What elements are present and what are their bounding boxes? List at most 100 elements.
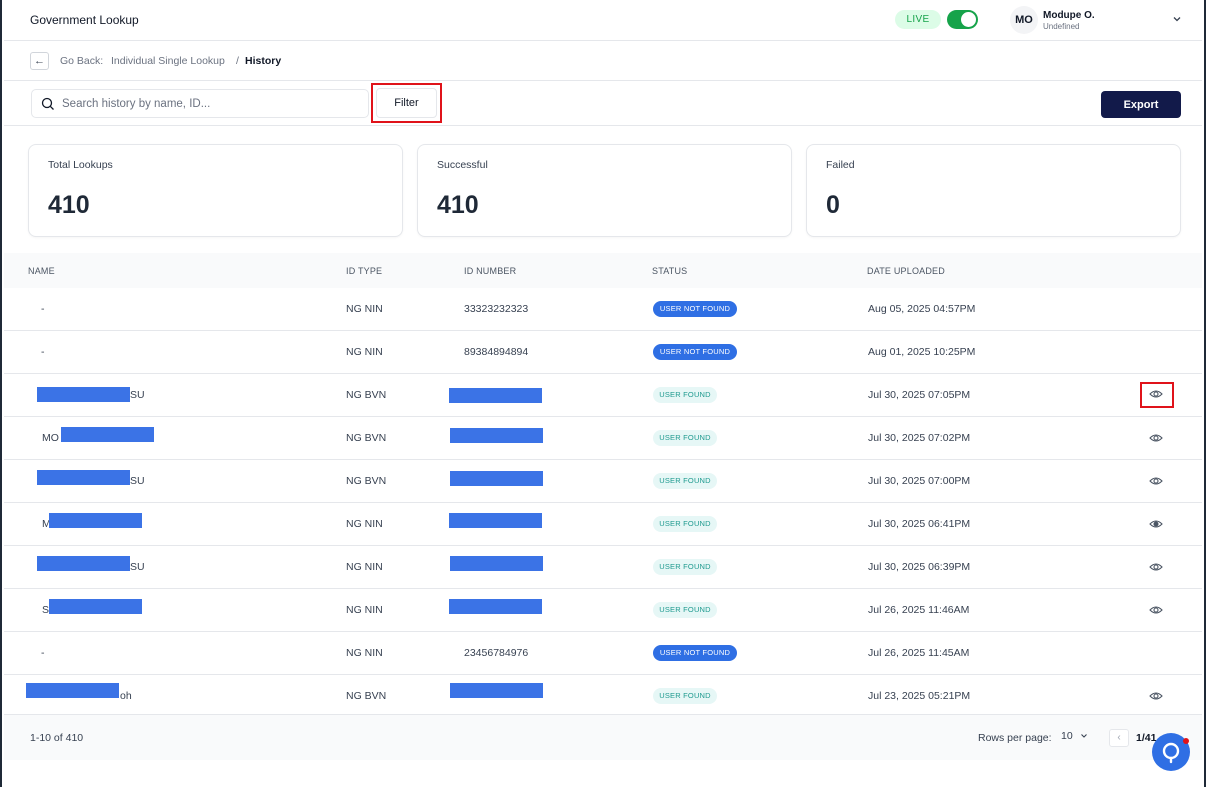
search-box	[31, 89, 369, 118]
eye-icon[interactable]	[1149, 432, 1163, 444]
notification-dot	[1183, 738, 1189, 744]
date-cell: Jul 30, 2025 06:41PM	[868, 518, 971, 530]
avatar[interactable]: MO	[1010, 6, 1038, 34]
date-cell: Jul 30, 2025 07:05PM	[868, 389, 971, 401]
stat-card-failed: Failed 0	[806, 144, 1181, 237]
date-cell: Jul 26, 2025 11:45AM	[868, 647, 970, 659]
status-badge: USER NOT FOUND	[653, 301, 737, 317]
status-badge: USER FOUND	[653, 387, 717, 403]
stat-card-total: Total Lookups 410	[28, 144, 403, 237]
export-button[interactable]: Export	[1101, 91, 1181, 118]
redacted-id-number	[450, 471, 543, 486]
stat-value: 0	[826, 191, 840, 219]
name-cell: SU	[130, 389, 145, 401]
id-type-cell: NG NIN	[346, 518, 383, 530]
toggle-knob	[961, 12, 976, 27]
table-row[interactable]: SU NG BVN USER FOUND Jul 30, 2025 07:00P…	[4, 460, 1202, 503]
rows-per-page-value: 10	[1061, 730, 1073, 742]
stat-value: 410	[48, 191, 90, 219]
search-input[interactable]	[62, 95, 362, 113]
eye-icon[interactable]	[1149, 690, 1163, 702]
eye-icon[interactable]	[1149, 604, 1163, 616]
pagination-bar: 1-10 of 410 Rows per page: 10 ‹ 1/41	[4, 714, 1202, 760]
app-title: Government Lookup	[30, 13, 139, 27]
status-badge: USER NOT FOUND	[653, 645, 737, 661]
id-number-cell: 89384894894	[464, 346, 529, 358]
user-role: Undefined	[1043, 22, 1080, 31]
eye-icon[interactable]	[1149, 475, 1163, 487]
redacted-name	[37, 556, 130, 571]
stat-label: Failed	[826, 159, 855, 171]
status-badge: USER NOT FOUND	[653, 344, 737, 360]
redacted-name	[26, 683, 119, 698]
stat-card-successful: Successful 410	[417, 144, 792, 237]
redacted-name	[37, 387, 130, 402]
name-cell: -	[41, 303, 45, 315]
column-header-id-type: ID TYPE	[346, 266, 383, 276]
table-row[interactable]: - NG NIN 33323232323 USER NOT FOUND Aug …	[4, 288, 1202, 331]
top-bar: Government Lookup LIVE MO Modupe O. Unde…	[4, 0, 1202, 41]
page-indicator: 1/41	[1136, 732, 1157, 744]
stat-label: Total Lookups	[48, 159, 113, 171]
stat-value: 410	[437, 191, 479, 219]
table-row[interactable]: SU NG BVN USER FOUND Jul 30, 2025 07:05P…	[4, 374, 1202, 417]
name-cell: S	[42, 604, 50, 616]
redacted-id-number	[450, 683, 543, 698]
table-row[interactable]: - NG NIN 89384894894 USER NOT FOUND Aug …	[4, 331, 1202, 374]
table-row[interactable]: MO NG BVN USER FOUND Jul 30, 2025 07:02P…	[4, 417, 1202, 460]
table-row[interactable]: S NG NIN USER FOUND Jul 26, 2025 11:46AM	[4, 589, 1202, 632]
date-cell: Jul 23, 2025 05:21PM	[868, 690, 971, 702]
user-name: Modupe O.	[1043, 10, 1095, 21]
view-highlight	[1140, 382, 1174, 408]
table-row[interactable]: - NG NIN 23456784976 USER NOT FOUND Jul …	[4, 632, 1202, 675]
redacted-id-number	[450, 556, 543, 571]
stat-label: Successful	[437, 159, 488, 171]
support-icon	[1162, 742, 1180, 764]
date-cell: Aug 05, 2025 04:57PM	[868, 303, 976, 315]
redacted-name	[49, 513, 142, 528]
status-badge: USER FOUND	[653, 430, 717, 446]
name-cell: -	[41, 647, 45, 659]
redacted-name	[49, 599, 142, 614]
table-row[interactable]: SU NG NIN USER FOUND Jul 30, 2025 06:39P…	[4, 546, 1202, 589]
id-type-cell: NG BVN	[346, 475, 387, 487]
table-row[interactable]: oh NG BVN USER FOUND Jul 23, 2025 05:21P…	[4, 675, 1202, 718]
status-badge: USER FOUND	[653, 688, 717, 704]
filter-highlight: Filter	[371, 83, 442, 123]
eye-icon[interactable]	[1149, 388, 1163, 400]
breadcrumb-current: History	[245, 55, 282, 67]
toolbar: Filter Export	[4, 82, 1202, 126]
name-cell: M	[42, 518, 51, 530]
breadcrumb-back-label[interactable]: Go Back:	[60, 55, 104, 67]
rows-per-page-label: Rows per page:	[978, 732, 1052, 744]
arrow-left-icon: ←	[34, 55, 45, 67]
eye-icon[interactable]	[1149, 518, 1163, 530]
rows-per-page-select[interactable]: 10	[1061, 730, 1088, 742]
name-cell: oh	[120, 690, 132, 702]
filter-button[interactable]: Filter	[376, 88, 437, 118]
id-type-cell: NG BVN	[346, 690, 387, 702]
name-cell: SU	[130, 475, 145, 487]
status-badge: USER FOUND	[653, 473, 717, 489]
id-type-cell: NG NIN	[346, 561, 383, 573]
id-type-cell: NG NIN	[346, 346, 383, 358]
column-header-name: NAME	[28, 266, 55, 276]
eye-icon[interactable]	[1149, 561, 1163, 573]
breadcrumb-parent[interactable]: Individual Single Lookup	[111, 55, 225, 67]
table-header: NAME ID TYPE ID NUMBER STATUS DATE UPLOA…	[4, 253, 1202, 288]
live-mode-toggle[interactable]	[947, 10, 978, 29]
search-icon	[41, 97, 54, 110]
prev-page-button[interactable]: ‹	[1109, 729, 1129, 747]
date-cell: Jul 26, 2025 11:46AM	[868, 604, 970, 616]
env-badge: LIVE	[895, 10, 941, 29]
redacted-id-number	[449, 388, 542, 403]
name-cell: -	[41, 346, 45, 358]
id-type-cell: NG BVN	[346, 389, 387, 401]
status-badge: USER FOUND	[653, 559, 717, 575]
back-button[interactable]: ←	[30, 52, 49, 70]
chevron-down-icon[interactable]	[1171, 13, 1183, 25]
date-cell: Jul 30, 2025 07:02PM	[868, 432, 971, 444]
column-header-date: DATE UPLOADED	[867, 266, 945, 276]
table-row[interactable]: M NG NIN USER FOUND Jul 30, 2025 06:41PM	[4, 503, 1202, 546]
